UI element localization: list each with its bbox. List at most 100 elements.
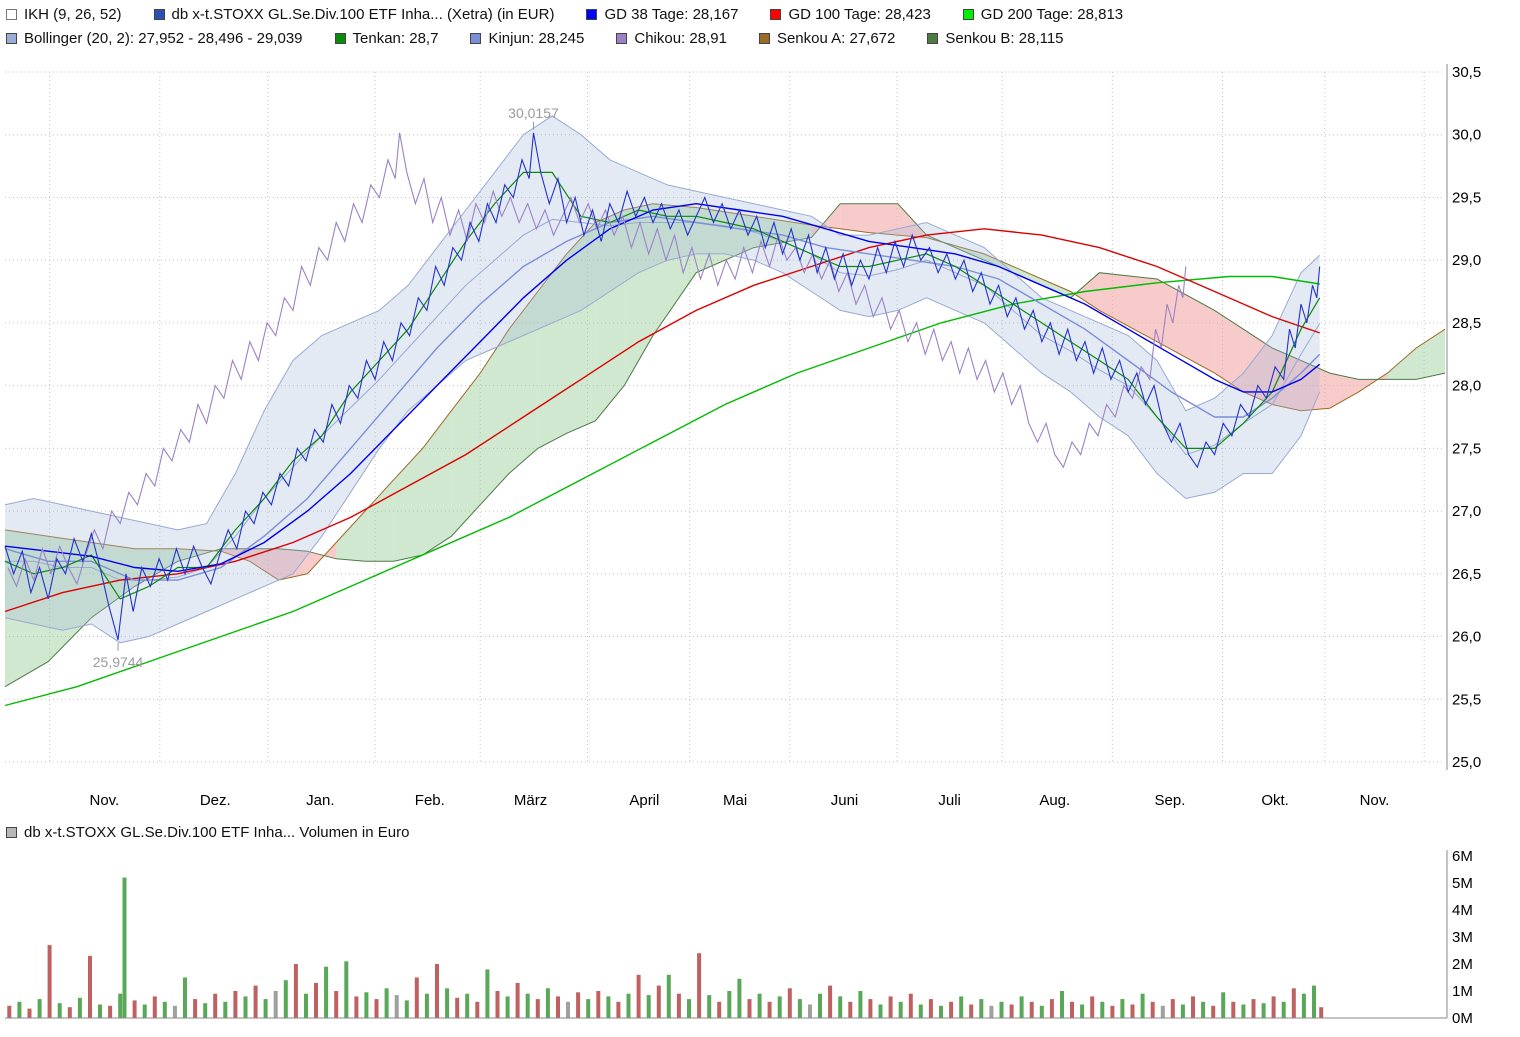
volume-bar <box>37 999 42 1018</box>
ichimoku-cloud-segment <box>1099 272 1157 342</box>
legend-swatch-chikou <box>616 32 628 44</box>
volume-bar <box>747 999 752 1018</box>
volume-bar <box>414 977 419 1018</box>
volume-bar <box>1221 992 1226 1018</box>
volume-bar <box>485 969 490 1018</box>
legend-label-gd100: GD 100 Tage: 28,423 <box>788 5 931 23</box>
volume-bar <box>424 993 429 1018</box>
volume-bar <box>344 961 349 1018</box>
ikh-checkbox[interactable] <box>6 8 17 20</box>
x-axis-label: Aug. <box>1039 792 1070 809</box>
volume-bar <box>1170 999 1175 1018</box>
legend-item-kinjun[interactable]: Kinjun: 28,245 <box>470 30 584 47</box>
legend-swatch-senkou_a <box>758 32 770 44</box>
volume-bar <box>384 988 389 1018</box>
volume-y-label: 5M <box>1452 875 1473 892</box>
volume-bar <box>808 1004 812 1018</box>
ichimoku-cloud-segment <box>249 548 279 581</box>
volume-bar <box>1281 1001 1286 1018</box>
legend-label-senkou_a: Senkou A: 27,672 <box>776 29 896 47</box>
volume-bar <box>969 1004 974 1018</box>
y-axis-label: 30,5 <box>1452 64 1481 81</box>
volume-bar <box>818 993 822 1018</box>
volume-bar <box>374 999 379 1018</box>
ichimoku-cloud-segment <box>91 542 135 618</box>
volume-bar <box>515 982 520 1018</box>
volume-bar <box>767 1001 772 1018</box>
volume-bar <box>243 996 248 1018</box>
x-axis-label: April <box>629 792 659 809</box>
legend-swatch-gd200 <box>962 8 974 20</box>
ichimoku-cloud-segment <box>1243 329 1273 405</box>
volume-bar <box>118 993 123 1018</box>
legend-item-gd38[interactable]: GD 38 Tage: 28,167 <box>586 6 738 23</box>
ichimoku-cloud-segment <box>984 253 1042 286</box>
volume-bar <box>273 991 278 1018</box>
volume-bar <box>838 996 843 1018</box>
volume-bar <box>162 1001 167 1018</box>
y-axis-label: 29,5 <box>1452 189 1481 206</box>
volume-bar <box>898 1001 903 1018</box>
legend-row-1: IKH (9, 26, 52) db x-t.STOXX GL.Se.Div.10… <box>6 3 1123 25</box>
legend-item-ikh[interactable]: IKH (9, 26, 52) <box>6 6 122 23</box>
x-axis-label: Jan. <box>306 792 334 809</box>
volume-bar <box>1261 1003 1266 1018</box>
volume-bar <box>828 985 833 1018</box>
ichimoku-cloud-segment <box>1214 310 1244 392</box>
volume-bar <box>1312 985 1316 1018</box>
y-axis-label: 28,5 <box>1452 315 1481 332</box>
legend-item-chikou[interactable]: Chikou: 28,91 <box>616 30 727 47</box>
legend-item-gd200[interactable]: GD 200 Tage: 28,813 <box>962 6 1123 23</box>
volume-bar <box>616 1001 621 1018</box>
volume-bar <box>707 995 712 1018</box>
volume-bar <box>525 993 530 1018</box>
volume-chart[interactable]: 6M 5M 4M 3M 2M 1M 0M <box>0 844 1520 1037</box>
volume-bar <box>777 996 782 1018</box>
x-axis-label: Okt. <box>1261 792 1289 809</box>
price-chart[interactable]: 30,5 30,0 29,5 29,0 28,5 28,0 27,5 27,0 26,5 26,0… <box>0 50 1520 825</box>
volume-bar <box>152 996 157 1018</box>
volume-bar <box>1029 1001 1034 1018</box>
volume-bar <box>545 988 550 1018</box>
volume-bar <box>17 1001 22 1018</box>
volume-bar <box>1110 1005 1115 1018</box>
ichimoku-cloud-segment <box>840 203 869 233</box>
ichimoku-cloud-segment <box>869 203 898 236</box>
volume-legend-label: db x-t.STOXX GL.Se.Div.100 ETF Inha... V… <box>24 824 410 841</box>
x-axis-label: März <box>514 792 547 809</box>
volume-bar <box>1211 1005 1216 1018</box>
y-axis-label: 28,0 <box>1452 378 1481 395</box>
volume-bar <box>1019 996 1024 1018</box>
legend-item-senkou_b[interactable]: Senkou B: 28,115 <box>927 29 1064 47</box>
ichimoku-cloud-segment <box>1387 348 1417 380</box>
legend-item-senkou_a[interactable]: Senkou A: 27,672 <box>758 29 896 47</box>
legend-label-gd38: GD 38 Tage: 28,167 <box>604 5 739 23</box>
volume-bar <box>1100 1001 1105 1018</box>
volume-y-label: 3M <box>1452 929 1473 946</box>
volume-bar <box>1060 991 1064 1018</box>
volume-bar <box>1070 1001 1074 1018</box>
volume-y-label: 6M <box>1452 848 1473 865</box>
volume-bar <box>646 995 651 1018</box>
x-axis-label: Dez. <box>200 792 231 809</box>
legend-item-gd100[interactable]: GD 100 Tage: 28,423 <box>770 5 931 23</box>
legend-item-tenkan[interactable]: Tenkan: 28,7 <box>334 30 438 47</box>
volume-bar <box>727 991 732 1018</box>
volume-bar <box>253 985 258 1018</box>
volume-bar <box>324 966 329 1018</box>
volume-bar <box>314 982 318 1018</box>
legend-label-senkou_b: Senkou B: 28,115 <box>945 29 1064 47</box>
bollinger-upper-line <box>4 115 1321 531</box>
tenkan-line <box>4 171 1321 600</box>
volume-bar <box>223 1001 228 1018</box>
volume-bar <box>1160 1005 1165 1018</box>
legend-item-instrument[interactable]: db x-t.STOXX GL.Se.Div.100 ETF Inha... (… <box>153 6 554 23</box>
legend-item-bollinger[interactable]: Bollinger (20, 2): 27,952 - 28,496 - 29,… <box>6 30 303 47</box>
ichimoku-cloud-segment <box>1416 329 1445 380</box>
volume-bar <box>445 988 450 1018</box>
volume-bar <box>1080 1004 1085 1018</box>
ichimoku-cloud-segment <box>509 291 538 474</box>
volume-bar <box>364 992 369 1018</box>
volume-bar <box>1271 996 1276 1018</box>
volume-bar <box>1120 999 1125 1018</box>
